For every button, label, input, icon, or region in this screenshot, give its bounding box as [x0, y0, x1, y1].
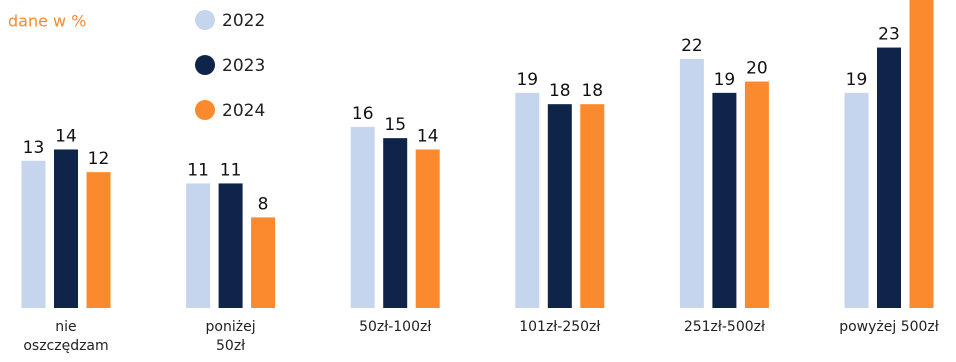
x-tick-label: nie oszczędzam: [23, 319, 109, 354]
legend-marker: [195, 100, 215, 120]
value-label: 19: [516, 70, 538, 90]
value-label: 14: [417, 126, 439, 146]
bar: [415, 149, 440, 308]
legend-label: 2024: [222, 101, 265, 121]
x-tick-label: 251zł-500zł: [683, 319, 765, 335]
bar: [86, 172, 111, 308]
subtitle: dane w %: [8, 12, 86, 31]
value-label: 8: [258, 194, 269, 214]
value-label: 15: [384, 115, 406, 135]
bar: [712, 92, 737, 309]
bar: [909, 0, 934, 309]
x-tick-label: poniżej 50zł: [205, 319, 256, 354]
value-label: 18: [581, 81, 603, 101]
bar: [580, 104, 605, 308]
legend-label: 2023: [222, 56, 265, 76]
x-tick-label: powyżej 500zł: [839, 319, 939, 335]
legend-marker: [195, 10, 215, 30]
value-label: 23: [878, 25, 900, 45]
bar: [515, 92, 540, 309]
bar: [844, 92, 869, 309]
x-tick-label: 50zł-100zł: [359, 319, 432, 335]
bar: [186, 183, 211, 308]
value-label: 13: [23, 138, 45, 158]
bar: [547, 104, 572, 308]
legend-label: 2022: [222, 11, 265, 31]
value-label: 19: [846, 70, 868, 90]
value-label: 12: [88, 149, 110, 169]
legend-marker: [195, 55, 215, 75]
x-tick-label: 101zł-250zł: [519, 319, 601, 335]
bar: [251, 217, 276, 308]
value-label: 18: [549, 81, 571, 101]
bar: [877, 47, 901, 308]
value-label: 11: [187, 160, 209, 180]
bar: [350, 126, 375, 308]
bar: [383, 138, 408, 308]
bar: [679, 58, 704, 308]
value-label: 22: [681, 36, 703, 56]
bar: [21, 160, 46, 308]
bar: [744, 81, 769, 308]
value-label: 11: [220, 160, 242, 180]
bar: [54, 149, 78, 308]
value-label: 16: [352, 104, 374, 124]
value-label: 20: [746, 59, 768, 79]
value-label: 19: [714, 70, 736, 90]
value-label: 14: [55, 126, 77, 146]
bar: [218, 183, 243, 308]
